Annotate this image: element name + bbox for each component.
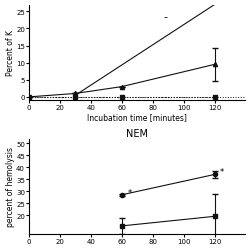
- X-axis label: Incubation time [minutes]: Incubation time [minutes]: [87, 112, 186, 121]
- Text: *: *: [219, 168, 224, 177]
- Text: *: *: [127, 188, 131, 197]
- Text: -: -: [162, 12, 166, 22]
- Y-axis label: percent of hemolysis: percent of hemolysis: [6, 147, 15, 226]
- Title: NEM: NEM: [126, 128, 148, 138]
- Y-axis label: Percent of K: Percent of K: [6, 30, 15, 76]
